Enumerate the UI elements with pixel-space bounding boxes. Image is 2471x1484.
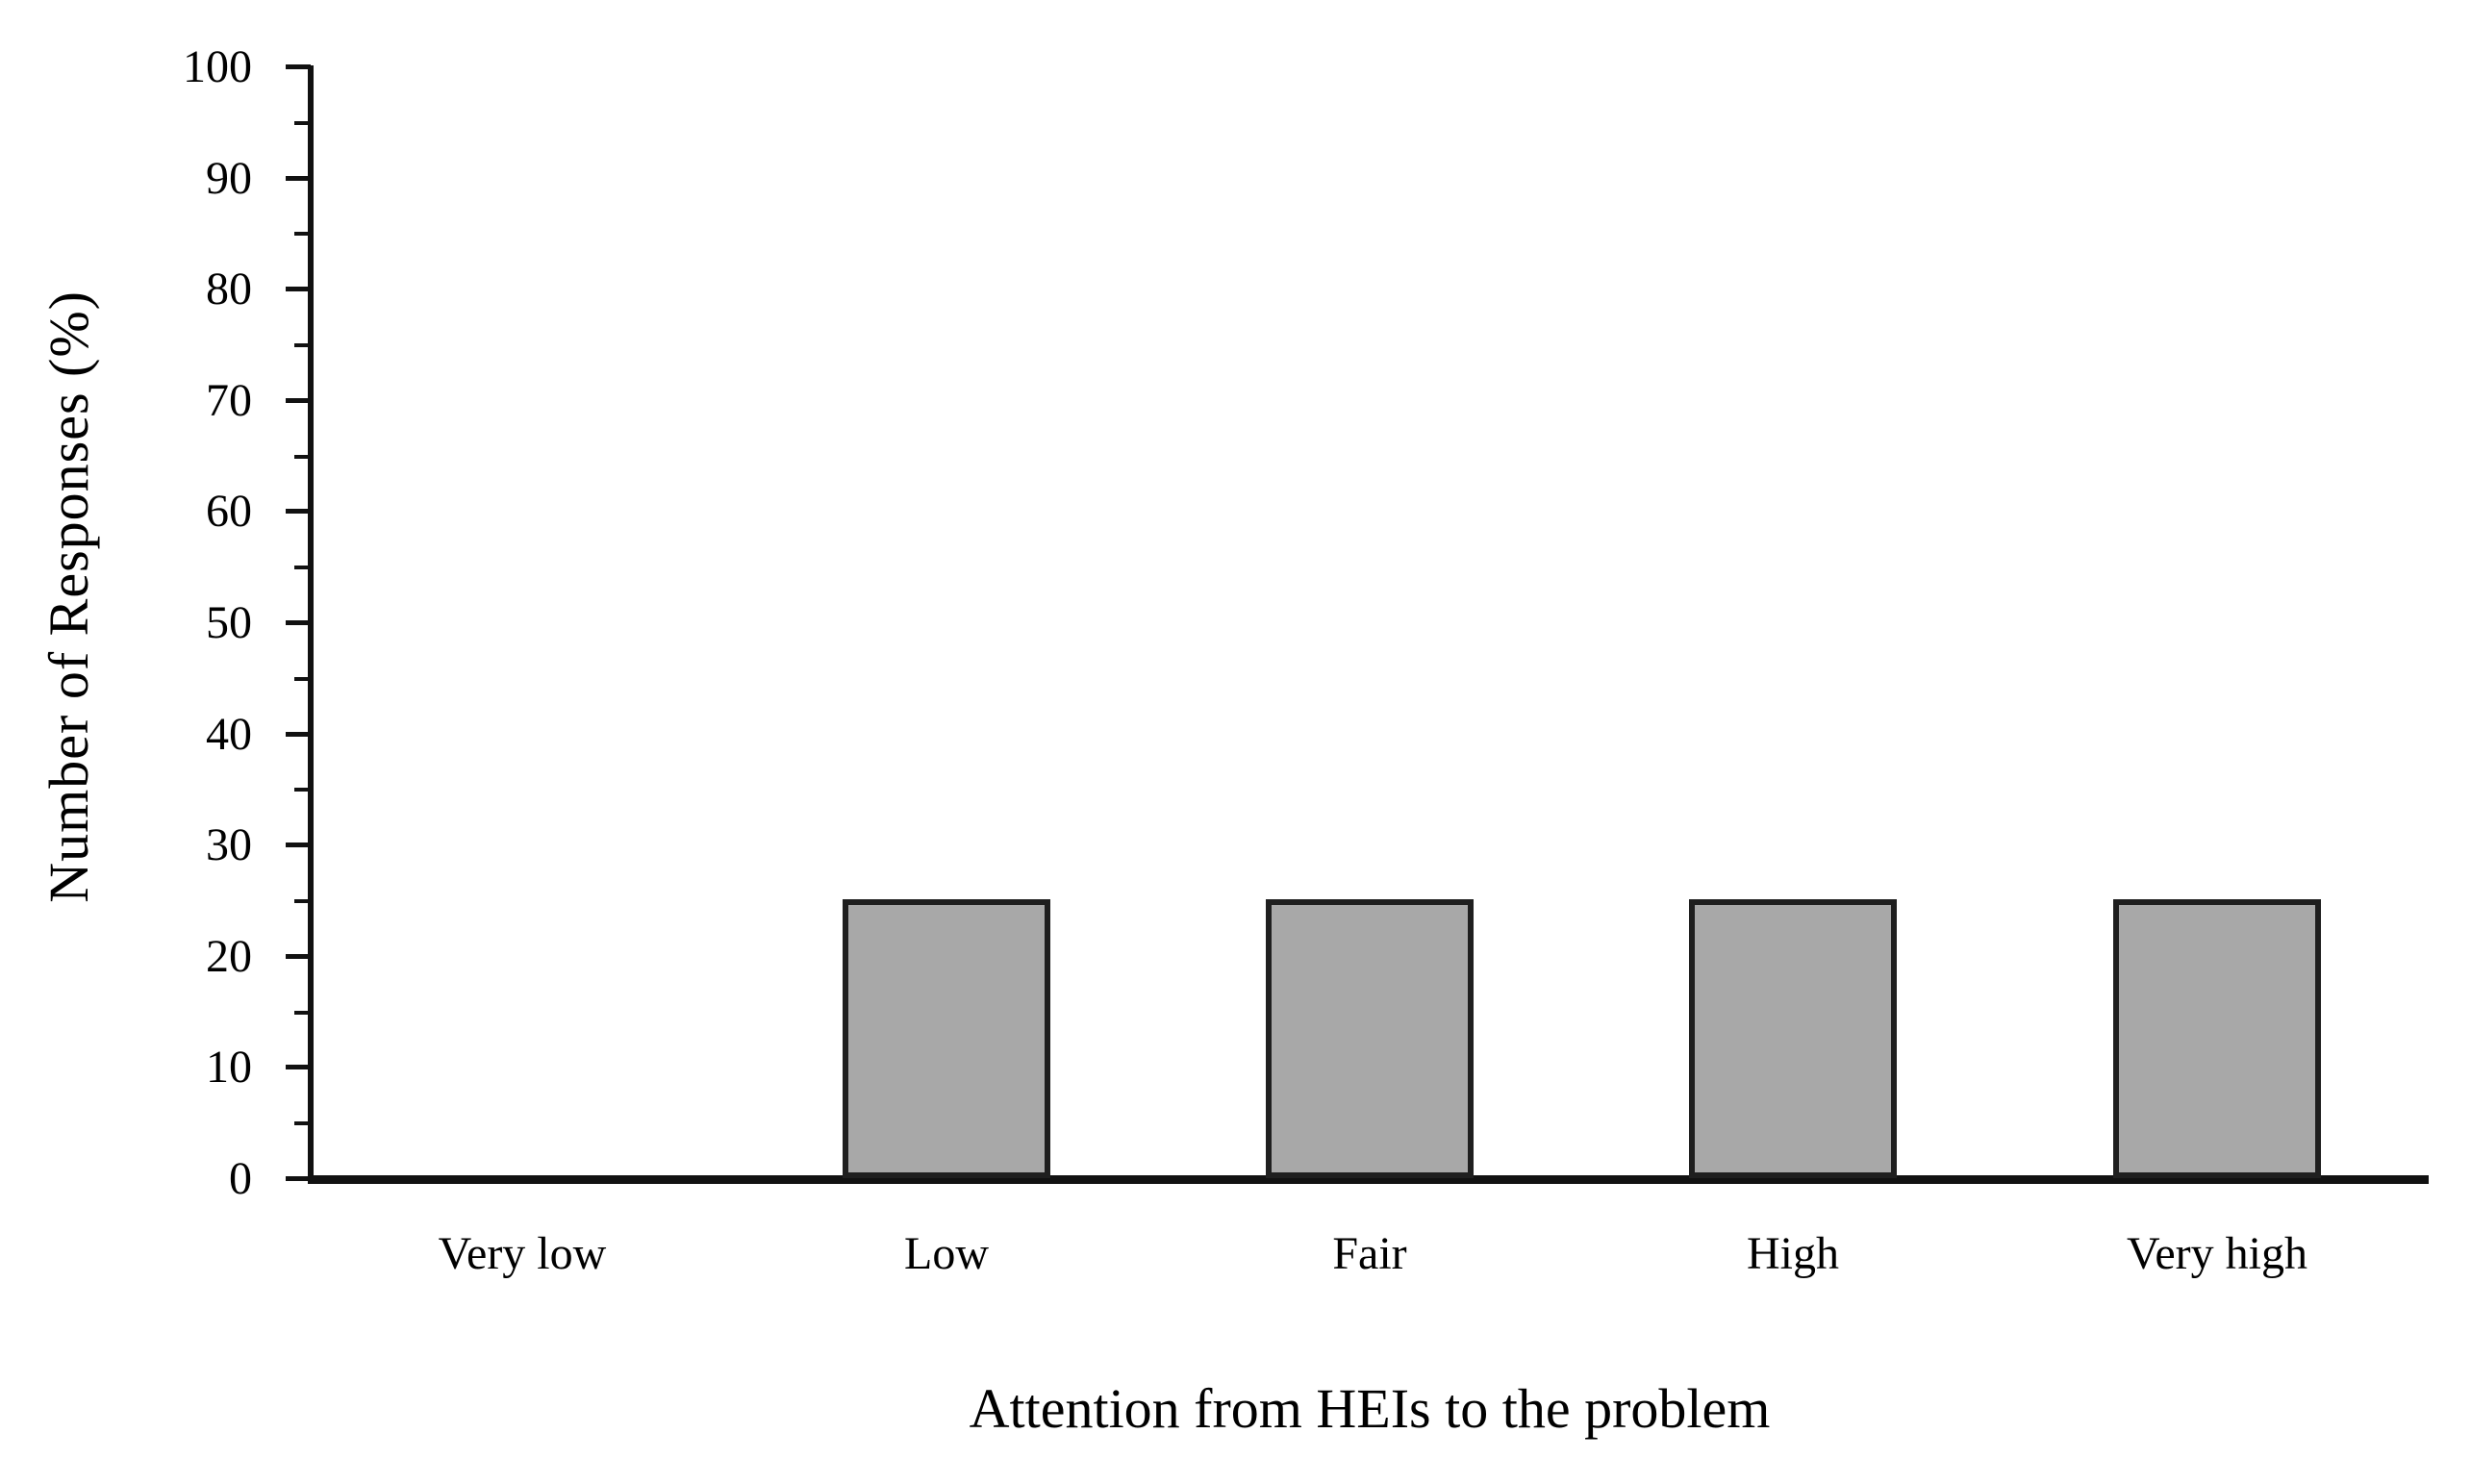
y-minor-tick [294, 788, 311, 792]
y-tick-label: 90 [206, 152, 252, 204]
bar-very-high [2113, 899, 2321, 1178]
y-tick-label: 30 [206, 819, 252, 871]
y-major-tick [286, 175, 311, 181]
y-minor-tick [294, 676, 311, 681]
y-tick-label: 50 [206, 597, 252, 648]
bar-low [843, 899, 1050, 1178]
y-tick-label: 20 [206, 930, 252, 982]
x-tick-label-very-high: Very high [2127, 1228, 2307, 1279]
y-tick-label: 60 [206, 486, 252, 538]
y-minor-tick [294, 232, 311, 237]
y-axis-line [308, 65, 314, 1184]
y-major-tick [286, 731, 311, 737]
x-tick-label-fair: Fair [1332, 1228, 1407, 1279]
y-minor-tick [294, 566, 311, 570]
y-major-tick [286, 64, 311, 69]
y-major-tick [286, 397, 311, 403]
x-axis-title-text: Attention from HEIs to the problem [969, 1377, 1771, 1440]
x-axis-title: Attention from HEIs to the problem [311, 1375, 2429, 1443]
x-axis-line [308, 1175, 2429, 1184]
x-tick-label-very-low: Very low [438, 1228, 607, 1279]
y-major-tick [286, 953, 311, 959]
y-tick-label: 70 [206, 374, 252, 426]
y-major-tick [286, 509, 311, 515]
y-minor-tick [294, 120, 311, 125]
y-minor-tick [294, 1121, 311, 1126]
y-tick-label: 0 [229, 1153, 252, 1204]
x-tick-label-low: Low [904, 1228, 989, 1279]
bar-high [1689, 899, 1897, 1178]
y-major-tick [286, 1176, 311, 1181]
y-tick-label: 40 [206, 708, 252, 760]
y-major-tick [286, 620, 311, 625]
bar-fair [1266, 899, 1474, 1178]
y-minor-tick [294, 899, 311, 903]
y-minor-tick [294, 454, 311, 459]
y-tick-label: 10 [206, 1042, 252, 1094]
y-minor-tick [294, 1010, 311, 1015]
x-tick-label-high: High [1747, 1228, 1839, 1279]
y-tick-label: 100 [183, 41, 252, 92]
y-major-tick [286, 843, 311, 848]
y-minor-tick [294, 343, 311, 347]
y-major-tick [286, 287, 311, 292]
y-tick-label: 80 [206, 264, 252, 315]
y-major-tick [286, 1065, 311, 1070]
